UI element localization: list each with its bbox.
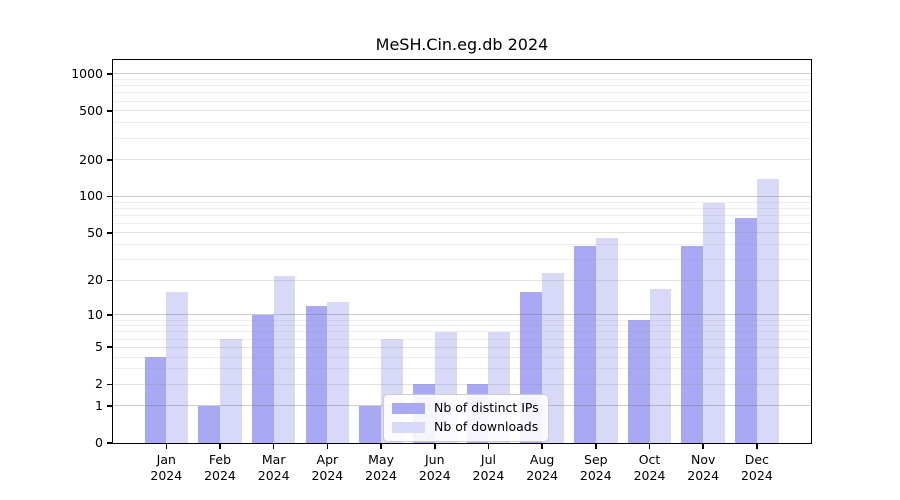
bar-downloads-feb — [219, 339, 242, 443]
x-tick-apr — [326, 444, 329, 449]
x-tick-label-may: May 2024 — [365, 452, 397, 483]
y-tick-200 — [107, 158, 112, 161]
x-tick-label-oct: Oct 2024 — [633, 452, 666, 483]
x-tick-label-nov: Nov 2024 — [687, 452, 720, 483]
legend-swatch-distinct-ips — [392, 402, 425, 414]
plot-area — [112, 59, 812, 444]
legend-entry-distinct-ips: Nb of distinct IPs — [392, 400, 539, 416]
bar-distinct-ips-nov — [681, 245, 704, 443]
bar-distinct-ips-may — [359, 405, 382, 443]
bar-distinct-ips-oct — [627, 320, 650, 443]
bar-downloads-dec — [756, 178, 779, 443]
y-tick-500 — [107, 110, 112, 112]
y-tick-1000 — [107, 73, 112, 75]
y-tick-20 — [107, 279, 112, 282]
legend-label-distinct-ips: Nb of distinct IPs — [434, 400, 539, 415]
y-tick-label-1: 1 — [95, 397, 103, 413]
x-tick-feb — [219, 444, 221, 449]
y-tick-label-200: 200 — [79, 151, 103, 167]
x-tick-oct — [648, 444, 651, 449]
x-tick-nov — [702, 444, 704, 449]
y-tick-label-5: 5 — [95, 339, 103, 355]
bar-distinct-ips-sep — [574, 245, 596, 443]
y-tick-50 — [107, 232, 112, 234]
y-tick-5 — [107, 346, 112, 349]
x-tick-label-dec: Dec 2024 — [740, 452, 773, 483]
x-tick-label-jul: Jul 2024 — [472, 452, 505, 483]
y-tick-label-1000: 1000 — [71, 65, 103, 81]
y-tick-label-50: 50 — [87, 224, 103, 240]
x-tick-jul — [487, 444, 490, 449]
y-tick-label-0: 0 — [95, 435, 103, 450]
bar-distinct-ips-jan — [144, 357, 167, 443]
legend: Nb of distinct IPs Nb of downloads — [383, 394, 549, 442]
bar-downloads-jan — [166, 291, 189, 443]
chart-title: MeSH.Cin.eg.db 2024 — [375, 35, 549, 54]
bar-downloads-sep — [595, 238, 618, 443]
x-tick-label-jun: Jun 2024 — [418, 452, 451, 483]
bar-distinct-ips-feb — [198, 405, 220, 443]
x-tick-label-sep: Sep 2024 — [579, 452, 612, 483]
y-tick-label-100: 100 — [79, 188, 103, 204]
x-tick-sep — [595, 444, 597, 449]
x-tick-label-apr: Apr 2024 — [311, 452, 344, 483]
x-tick-jan — [165, 444, 168, 449]
x-tick-label-feb: Feb 2024 — [204, 452, 236, 483]
x-tick-dec — [756, 444, 758, 449]
bar-downloads-oct — [649, 288, 672, 443]
x-tick-mar — [272, 444, 275, 449]
x-tick-label-aug: Aug 2024 — [526, 452, 559, 483]
y-tick-0 — [107, 442, 112, 444]
bar-distinct-ips-apr — [305, 306, 328, 443]
x-tick-jun — [433, 444, 436, 449]
legend-swatch-downloads — [392, 421, 425, 433]
bar-downloads-mar — [273, 275, 296, 443]
y-tick-label-500: 500 — [79, 102, 103, 118]
bars-layer — [113, 60, 811, 443]
bar-distinct-ips-mar — [251, 314, 274, 443]
y-tick-label-20: 20 — [87, 272, 103, 288]
bar-downloads-apr — [327, 302, 350, 443]
y-tick-label-2: 2 — [95, 376, 103, 392]
legend-label-downloads: Nb of downloads — [434, 419, 539, 434]
x-tick-aug — [541, 444, 543, 449]
y-tick-label-10: 10 — [87, 306, 103, 322]
y-tick-10 — [107, 314, 112, 316]
y-tick-2 — [107, 383, 112, 386]
legend-entry-downloads: Nb of downloads — [392, 419, 539, 435]
bar-distinct-ips-dec — [735, 217, 757, 443]
y-tick-1 — [107, 405, 112, 407]
x-tick-label-mar: Mar 2024 — [257, 452, 290, 483]
x-tick-label-jan: Jan 2024 — [150, 452, 183, 483]
x-tick-may — [380, 444, 382, 449]
y-tick-100 — [107, 195, 112, 198]
bar-downloads-nov — [703, 203, 725, 443]
